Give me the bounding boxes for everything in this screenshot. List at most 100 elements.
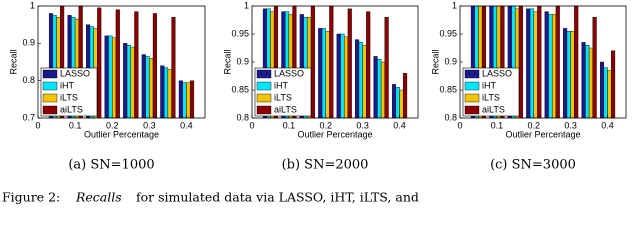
bar [189,80,195,119]
legend-label: LASSO [60,68,90,78]
y-tick-label: 0.8 [444,112,457,122]
bar [163,67,169,119]
bar [347,8,352,119]
x-tick-label: 0.3 [564,120,577,130]
legend-swatch [42,69,58,79]
bar [186,82,191,119]
bar [377,59,382,119]
bar [130,46,135,119]
y-tick-label: 0.95 [231,28,249,38]
bar [126,45,131,119]
legend-swatch [256,93,272,103]
legend-label: iHT [274,80,288,90]
figure-caption-text: for simulated data via LASSO, iHT, iLTS,… [136,190,419,205]
x-tick-label: 0.4 [601,120,614,130]
bar [104,35,109,119]
y-axis-label: Recall [430,49,440,74]
bar [526,8,531,119]
bar [533,11,538,119]
bar [592,17,597,119]
legend-label: aiLTS [274,104,297,114]
bar [403,72,408,119]
bar [178,80,183,119]
x-tick-label: 0.1 [491,120,504,130]
bar [329,5,334,119]
legend-swatch [464,81,480,91]
legend-label: iLTS [482,92,500,102]
legend-label: iLTS [274,92,292,102]
bar [152,13,157,119]
bar [145,56,150,119]
figure-caption-label: Figure 2: [2,190,60,205]
bar [366,11,371,119]
legend-label: aiLTS [482,104,505,114]
caption: (b) SN=2000 [282,158,369,173]
bar [552,14,557,119]
bar [395,86,400,119]
legend-label: iHT [60,80,74,90]
bar [566,31,571,119]
x-tick-label: 0.2 [528,120,541,130]
bar [588,47,593,119]
legend-swatch [42,81,58,91]
legend-swatch [42,105,58,115]
y-tick-label: 0.9 [236,56,249,66]
legend-label: LASSO [274,68,304,78]
bar [585,45,590,119]
bar [182,82,187,119]
x-tick-label: 0 [35,120,40,130]
x-axis-label: Outlier Percentage [505,129,580,139]
y-tick-label: 0.7 [22,112,35,122]
bar [563,28,568,119]
x-tick-label: 0 [249,120,254,130]
caption: (c) SN=3000 [490,158,576,173]
y-tick-label: 0.85 [231,84,249,94]
y-tick-label: 0.9 [444,56,457,66]
legend-swatch [256,105,272,115]
legend-label: iHT [482,80,496,90]
bar [544,11,549,119]
y-tick-label: 0.8 [22,75,35,85]
bar [574,5,579,119]
bar [321,28,326,119]
x-tick-label: 0.4 [180,120,193,130]
bar [391,84,397,119]
bar [362,45,367,119]
x-tick-label: 0.1 [69,120,82,130]
bar [340,33,345,119]
legend-swatch [42,93,58,103]
plot-frame [37,5,206,119]
x-tick-label: 0.3 [143,120,156,130]
x-axis-label: Outlier Percentage [297,129,372,139]
legend-swatch [256,81,272,91]
legend-label: iLTS [60,92,78,102]
y-tick-label: 1 [452,0,457,10]
bar [171,17,176,119]
bar [548,14,553,119]
x-tick-label: 0.1 [283,120,296,130]
x-tick-label: 0.2 [320,120,333,130]
bar [603,67,608,119]
bar [570,31,575,119]
bar [611,50,616,119]
bar [537,5,542,119]
legend-swatch [464,105,480,115]
x-tick-label: 0 [457,120,462,130]
y-tick-label: 0.85 [439,84,457,94]
bar [108,35,113,119]
bar [325,31,330,119]
y-tick-label: 0.95 [439,28,457,38]
bar [399,89,404,119]
bar [115,9,120,119]
legend-label: LASSO [482,68,512,78]
x-tick-label: 0.3 [356,120,369,130]
bar [310,5,315,119]
page: {"chart_data": [ {"type": "bar", "captio… [2,0,627,205]
bar [318,28,323,119]
y-tick-label: 0.8 [236,112,249,122]
bar [607,70,612,119]
bar [581,42,586,119]
bar [134,11,139,119]
y-tick-label: 0.9 [22,38,35,48]
bar [123,43,128,119]
